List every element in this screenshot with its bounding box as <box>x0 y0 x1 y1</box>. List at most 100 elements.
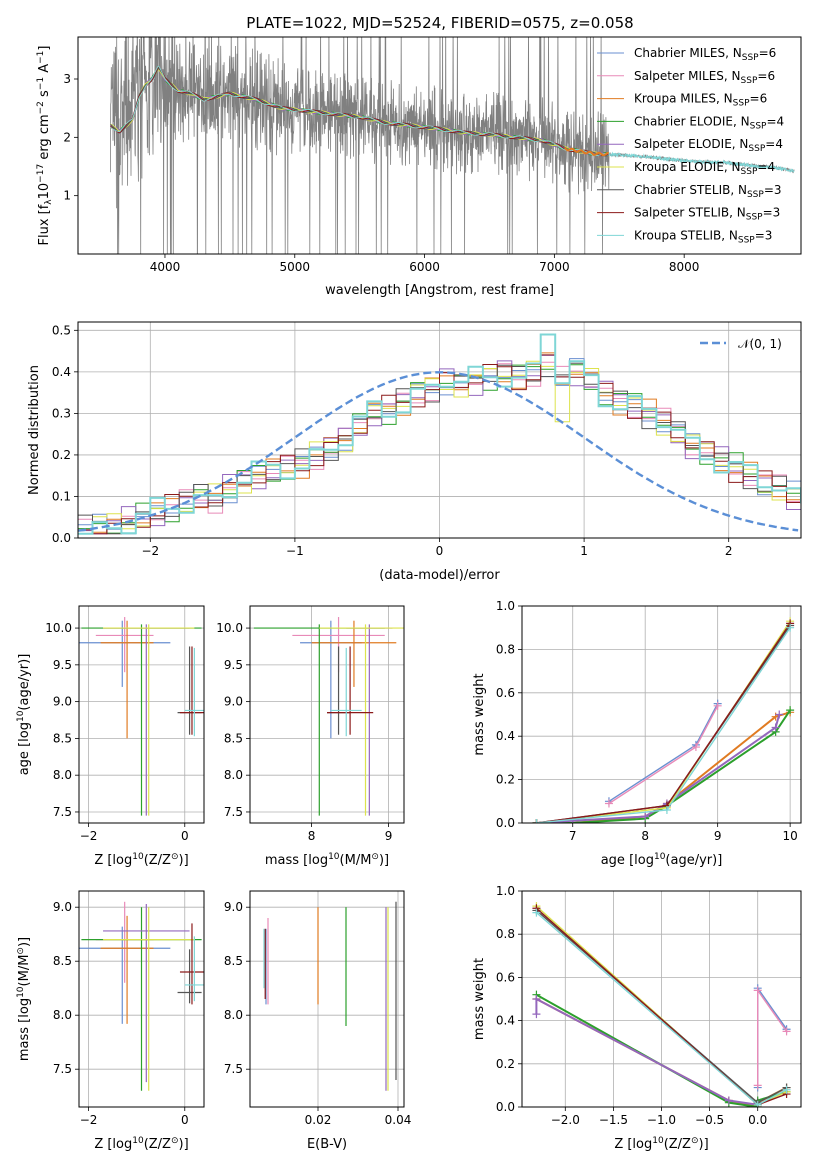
x-tick-label: −2 <box>80 1113 98 1127</box>
spectrum-y-label-part: Flux [f <box>37 204 52 245</box>
spectrum-y-label-part: erg cm <box>37 114 52 163</box>
mass-weight-point <box>691 743 700 752</box>
panel-7-y-label: mass weight <box>472 958 487 1040</box>
panel-7-x-label: Z [log10(Z/Z⊙)] <box>614 1136 708 1152</box>
y-tick-label: 9.0 <box>53 900 72 914</box>
y-tick-label: 0.0 <box>496 816 515 830</box>
y-tick-label: 9.5 <box>53 658 72 672</box>
legend-entry-name: Chabrier ELODIE, N <box>634 114 750 128</box>
panel-3-x-label-part: ⊙ <box>371 852 379 862</box>
y-tick-label: 9.0 <box>224 900 243 914</box>
spectrum-y-label-part: ] <box>37 46 52 51</box>
y-tick-label: 0.2 <box>496 773 515 787</box>
x-tick-label: 7 <box>569 829 577 843</box>
legend-entry: Kroupa ELODIE, NSSP=4 <box>634 160 775 177</box>
panel-7-x-label-part: (Z/Z <box>664 1137 691 1152</box>
model-spectrum-highlight <box>564 147 610 157</box>
spectrum-y-label-part: λ <box>44 199 54 205</box>
legend-entry-sub: SSP <box>741 167 758 177</box>
mass-weight-point <box>775 710 784 719</box>
panel-2-y-label-part: (age/yr)] <box>17 654 32 711</box>
panel-4-x-label-part: 10 <box>654 852 666 862</box>
spectrum-y-label-part: −1 <box>36 51 46 64</box>
panel-6-frame <box>249 890 405 1108</box>
y-tick-label: 9.5 <box>224 658 243 672</box>
x-tick-label: −2 <box>141 544 159 558</box>
y-tick-label: 1 <box>63 189 71 203</box>
legend-entry-sub: SSP <box>747 190 764 200</box>
legend-entry-count: =4 <box>757 160 775 174</box>
spectrum-y-label-part: −17 <box>36 164 46 183</box>
panel-5-y-label-part: mass [log <box>17 998 32 1061</box>
mass-weight-point <box>786 706 795 715</box>
x-tick-label: −2 <box>80 829 98 843</box>
x-tick-label: 10 <box>782 829 797 843</box>
legend-entry: Chabrier MILES, NSSP=6 <box>634 46 776 63</box>
x-tick-label: 0 <box>436 544 444 558</box>
y-tick-label: 0.8 <box>496 927 515 941</box>
panel-0-frame <box>77 36 802 255</box>
x-tick-label: 8 <box>308 829 316 843</box>
panel-2-x-label-part: Z [log <box>94 853 132 868</box>
y-tick-label: 7.5 <box>53 1062 72 1076</box>
spectrum-plot-area <box>110 37 795 254</box>
legend-entry-sub: SSP <box>741 76 758 86</box>
legend-entry-name: Kroupa MILES, N <box>634 92 733 106</box>
legend-entry: Kroupa MILES, NSSP=6 <box>634 92 767 109</box>
legend-entry: Salpeter STELIB, NSSP=3 <box>634 206 780 223</box>
legend-entry-count: =3 <box>755 228 773 242</box>
y-tick-label: 0.0 <box>52 531 71 545</box>
x-tick-label: −2.0 <box>551 1113 580 1127</box>
panel-5-plot-area <box>79 901 204 1091</box>
x-tick-label: 1 <box>580 544 588 558</box>
y-tick-label: 8.5 <box>224 731 243 745</box>
legend-entry: Chabrier ELODIE, NSSP=4 <box>634 114 784 131</box>
spectrum-title: PLATE=1022, MJD=52524, FIBERID=0575, z=0… <box>246 14 633 32</box>
residual-histogram <box>78 333 801 535</box>
mass-weight-point <box>532 995 541 1003</box>
mass-weight-line <box>535 997 758 1106</box>
model-spectrum-tail <box>608 151 795 173</box>
legend-entry-name: Salpeter STELIB, N <box>634 206 746 220</box>
panel-7-x-label-part: ⊙ <box>691 1136 699 1146</box>
spectrum-y-label-part: −2 <box>36 101 46 114</box>
y-tick-label: 7.5 <box>53 805 72 819</box>
y-tick-label: 0.1 <box>52 489 71 503</box>
legend-entry-count: =6 <box>757 69 775 83</box>
y-tick-label: 0.5 <box>52 323 71 337</box>
legend-entry: Salpeter MILES, NSSP=6 <box>634 69 775 86</box>
y-tick-label: 8.0 <box>224 1008 243 1022</box>
legend-entry: Chabrier STELIB, NSSP=3 <box>634 183 782 200</box>
panel-3-x-label-part: 10 <box>328 852 340 862</box>
mass-weight-point <box>713 701 722 710</box>
x-tick-label: 0.04 <box>385 1113 412 1127</box>
panel-4-x-label: age [log10(age/yr)] <box>601 852 723 868</box>
panel-5-x-label-part: )] <box>179 1137 189 1152</box>
mass-weight-point <box>532 1010 541 1019</box>
spectrum-y-label-part: s <box>37 90 52 101</box>
panel-2-y-label-part: age [log <box>17 722 32 775</box>
mass-weight-point <box>604 799 613 808</box>
mass-weight-point <box>532 908 541 917</box>
x-tick-label: 2 <box>725 544 733 558</box>
y-tick-label: 10.0 <box>45 621 72 635</box>
x-tick-label: 9 <box>385 829 393 843</box>
panel-4-y-label: mass weight <box>472 673 487 755</box>
mass-weight-point <box>782 1027 791 1036</box>
panel-4-frame <box>521 605 802 824</box>
y-tick-label: 8.0 <box>53 1008 72 1022</box>
panel-5-y-label-part: 10 <box>16 986 26 998</box>
mass-weight-point <box>753 1081 762 1090</box>
x-tick-label: 0.02 <box>305 1113 332 1127</box>
x-tick-label: −1 <box>286 544 304 558</box>
panel-7-x-label-part: 10 <box>652 1136 664 1146</box>
y-tick-label: 8.5 <box>53 954 72 968</box>
histogram-y-label: Normed distribution <box>27 365 42 495</box>
legend-entry-count: =4 <box>766 114 784 128</box>
panel-5-x-label: Z [log10(Z/Z⊙)] <box>94 1136 188 1152</box>
mass-weight-point <box>641 812 650 821</box>
y-tick-label: 7.5 <box>224 805 243 819</box>
histogram-legend-label: 𝒩(0, 1) <box>738 337 782 351</box>
y-tick-label: 8.5 <box>53 731 72 745</box>
panel-5-x-label-part: (Z/Z <box>144 1137 171 1152</box>
